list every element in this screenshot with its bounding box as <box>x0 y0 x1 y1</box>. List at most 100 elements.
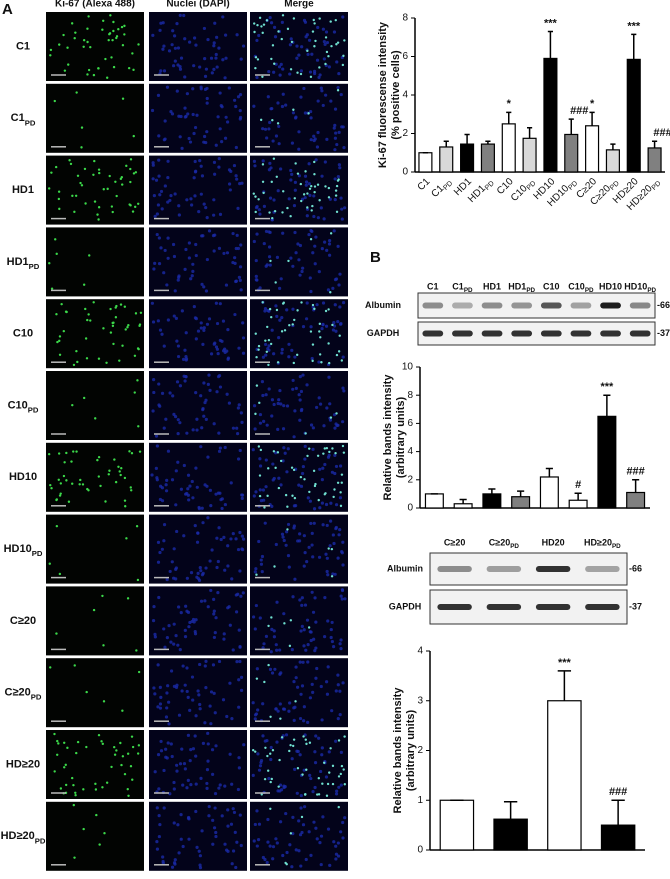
ki67-spot <box>70 22 74 25</box>
nucleus <box>313 761 318 765</box>
micrograph <box>46 514 144 584</box>
nucleus <box>237 628 241 632</box>
nucleus <box>278 783 283 787</box>
micrograph <box>46 299 144 369</box>
ki67-spot <box>132 172 136 175</box>
ki67-spot <box>65 451 68 455</box>
nucleus <box>291 595 295 599</box>
nucleus <box>263 309 267 313</box>
nucleus <box>312 637 316 641</box>
ki67-spot <box>255 384 259 387</box>
nucleus <box>333 148 337 152</box>
nucleus <box>294 386 298 390</box>
nucleus <box>333 471 337 476</box>
nucleus <box>263 127 268 131</box>
nucleus <box>258 457 262 461</box>
nucleus <box>173 46 177 50</box>
ki67-spot <box>257 445 261 448</box>
ki67-spot <box>270 180 273 184</box>
nucleus <box>241 44 246 48</box>
nucleus <box>290 757 294 761</box>
ki67-spot <box>254 195 257 198</box>
nucleus <box>159 749 164 753</box>
nucleus <box>209 352 214 356</box>
nucleus <box>297 819 301 823</box>
nucleus <box>281 707 286 711</box>
blot-band <box>511 302 533 309</box>
nucleus <box>226 328 230 332</box>
nucleus <box>298 418 302 422</box>
nucleus <box>324 30 329 34</box>
ki67-spot <box>133 391 136 394</box>
nucleus <box>213 233 217 237</box>
bar <box>564 133 579 173</box>
nucleus <box>224 56 228 60</box>
ki67-spot <box>339 491 342 494</box>
nucleus <box>223 502 227 507</box>
nucleus <box>194 337 198 341</box>
nucleus <box>280 351 284 355</box>
nucleus <box>162 522 167 527</box>
ki67-spot <box>82 45 85 48</box>
ki67-spot <box>88 254 91 257</box>
nucleus <box>276 101 280 105</box>
significance-label: *** <box>558 657 572 669</box>
ki67-spot <box>337 350 341 353</box>
nucleus <box>302 768 306 772</box>
nucleus <box>165 478 169 482</box>
nucleus <box>241 321 245 325</box>
nucleus <box>156 753 161 757</box>
nucleus <box>261 127 265 131</box>
ki67-spot <box>269 780 272 784</box>
ki67-spot <box>261 31 264 35</box>
nucleus <box>193 524 197 528</box>
nucleus <box>258 464 263 468</box>
nucleus <box>267 127 271 131</box>
nucleus <box>240 493 245 497</box>
nucleus <box>168 391 172 395</box>
nucleus <box>325 523 329 528</box>
y-axis-label: (% positive cells) <box>390 50 402 140</box>
nucleus <box>175 769 179 773</box>
nucleus <box>173 289 177 293</box>
nucleus <box>253 627 257 631</box>
nucleus <box>271 845 276 849</box>
ki67-spot <box>58 335 62 338</box>
ki67-spot <box>263 680 266 684</box>
nucleus <box>190 203 194 207</box>
ki67-spot <box>300 301 303 304</box>
nucleus <box>297 393 301 397</box>
bar <box>600 824 636 851</box>
band-label: GAPDH <box>367 328 400 338</box>
nucleus <box>235 177 239 181</box>
nucleus <box>223 136 228 140</box>
nucleus <box>203 400 207 405</box>
nucleus <box>239 594 243 598</box>
nucleus <box>164 483 168 487</box>
nucleus <box>293 767 297 772</box>
ki67-spot <box>103 832 106 835</box>
nucleus <box>165 756 169 760</box>
ki67-spot <box>56 753 59 756</box>
ki67-spot <box>325 446 329 450</box>
ki67-spot <box>291 744 295 748</box>
nucleus <box>204 417 208 421</box>
ki67-spot <box>329 232 333 235</box>
nucleus <box>198 702 202 707</box>
image-background <box>46 442 144 512</box>
ki67-spot <box>302 735 305 738</box>
nucleus <box>235 33 239 37</box>
error-bar <box>557 670 572 701</box>
nucleus <box>223 568 227 572</box>
nucleus <box>333 426 337 430</box>
nucleus <box>214 345 219 349</box>
nucleus <box>338 713 342 717</box>
image-background <box>149 586 247 656</box>
ki67-spot <box>262 23 266 26</box>
ki67-spot <box>253 30 256 34</box>
nucleus <box>292 526 296 530</box>
nucleus <box>297 174 301 178</box>
image-background <box>149 658 247 728</box>
nucleus <box>314 235 318 239</box>
nucleus <box>286 522 291 527</box>
